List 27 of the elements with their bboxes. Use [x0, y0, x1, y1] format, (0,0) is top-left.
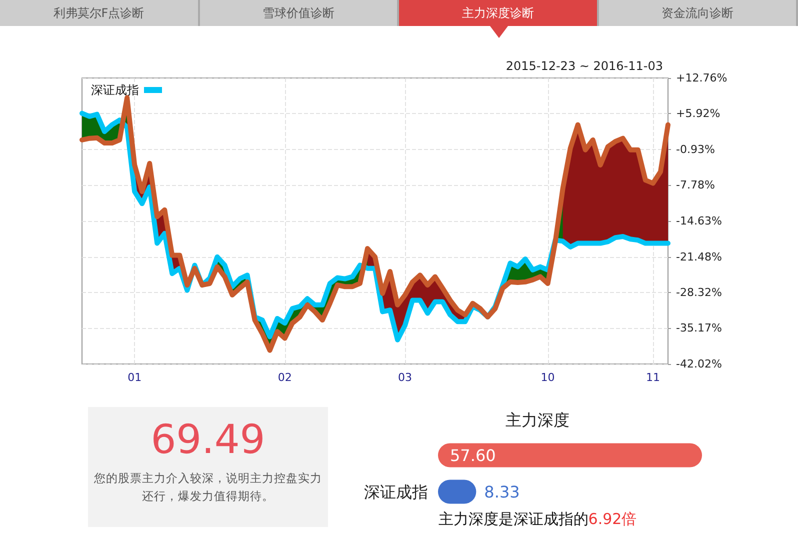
chart-title: 主力深度 — [506, 410, 570, 430]
annotation: 6.92倍 — [588, 510, 637, 528]
y-tick-label: -21.48% — [676, 250, 722, 264]
y-tick-label: -14.63% — [676, 214, 722, 228]
y-tick-label: +12.76% — [676, 72, 728, 84]
y-tick-label: +5.92% — [676, 107, 720, 120]
x-tick-label: 01 — [128, 371, 142, 384]
text: 69.49 — [150, 416, 266, 465]
y-tick-label: -0.93% — [676, 142, 715, 156]
y-tick-label: -42.02% — [676, 358, 722, 370]
text: 雪球价值诊断 — [200, 0, 399, 26]
text: 您的股票主力介入较深，说明主力控盘实力还行，爆发力值得期待。 — [93, 470, 323, 505]
text: 利弗莫尔F点诊断 — [0, 0, 200, 26]
x-tick-label: 03 — [398, 371, 412, 384]
data-label: 57.60 — [450, 446, 496, 465]
data-label: 8.33 — [484, 482, 520, 502]
text: 主力深度诊断 — [399, 0, 598, 26]
y-tick-label: -28.32% — [676, 286, 722, 299]
x-tick-label: 11 — [646, 371, 660, 384]
annotation: 主力深度是深证成指的 — [438, 510, 588, 528]
text: 资金流向诊断 — [598, 0, 798, 26]
y-tick-label: -7.78% — [676, 178, 715, 192]
y-tick-label: -35.17% — [676, 322, 722, 335]
x-tick-label: 10 — [540, 371, 555, 384]
x-tick-label: 02 — [278, 371, 292, 384]
chart-subtitle: 2015-12-23 ~ 2016-11-03 — [506, 59, 664, 73]
legend-label: 深证成指 — [91, 83, 139, 97]
